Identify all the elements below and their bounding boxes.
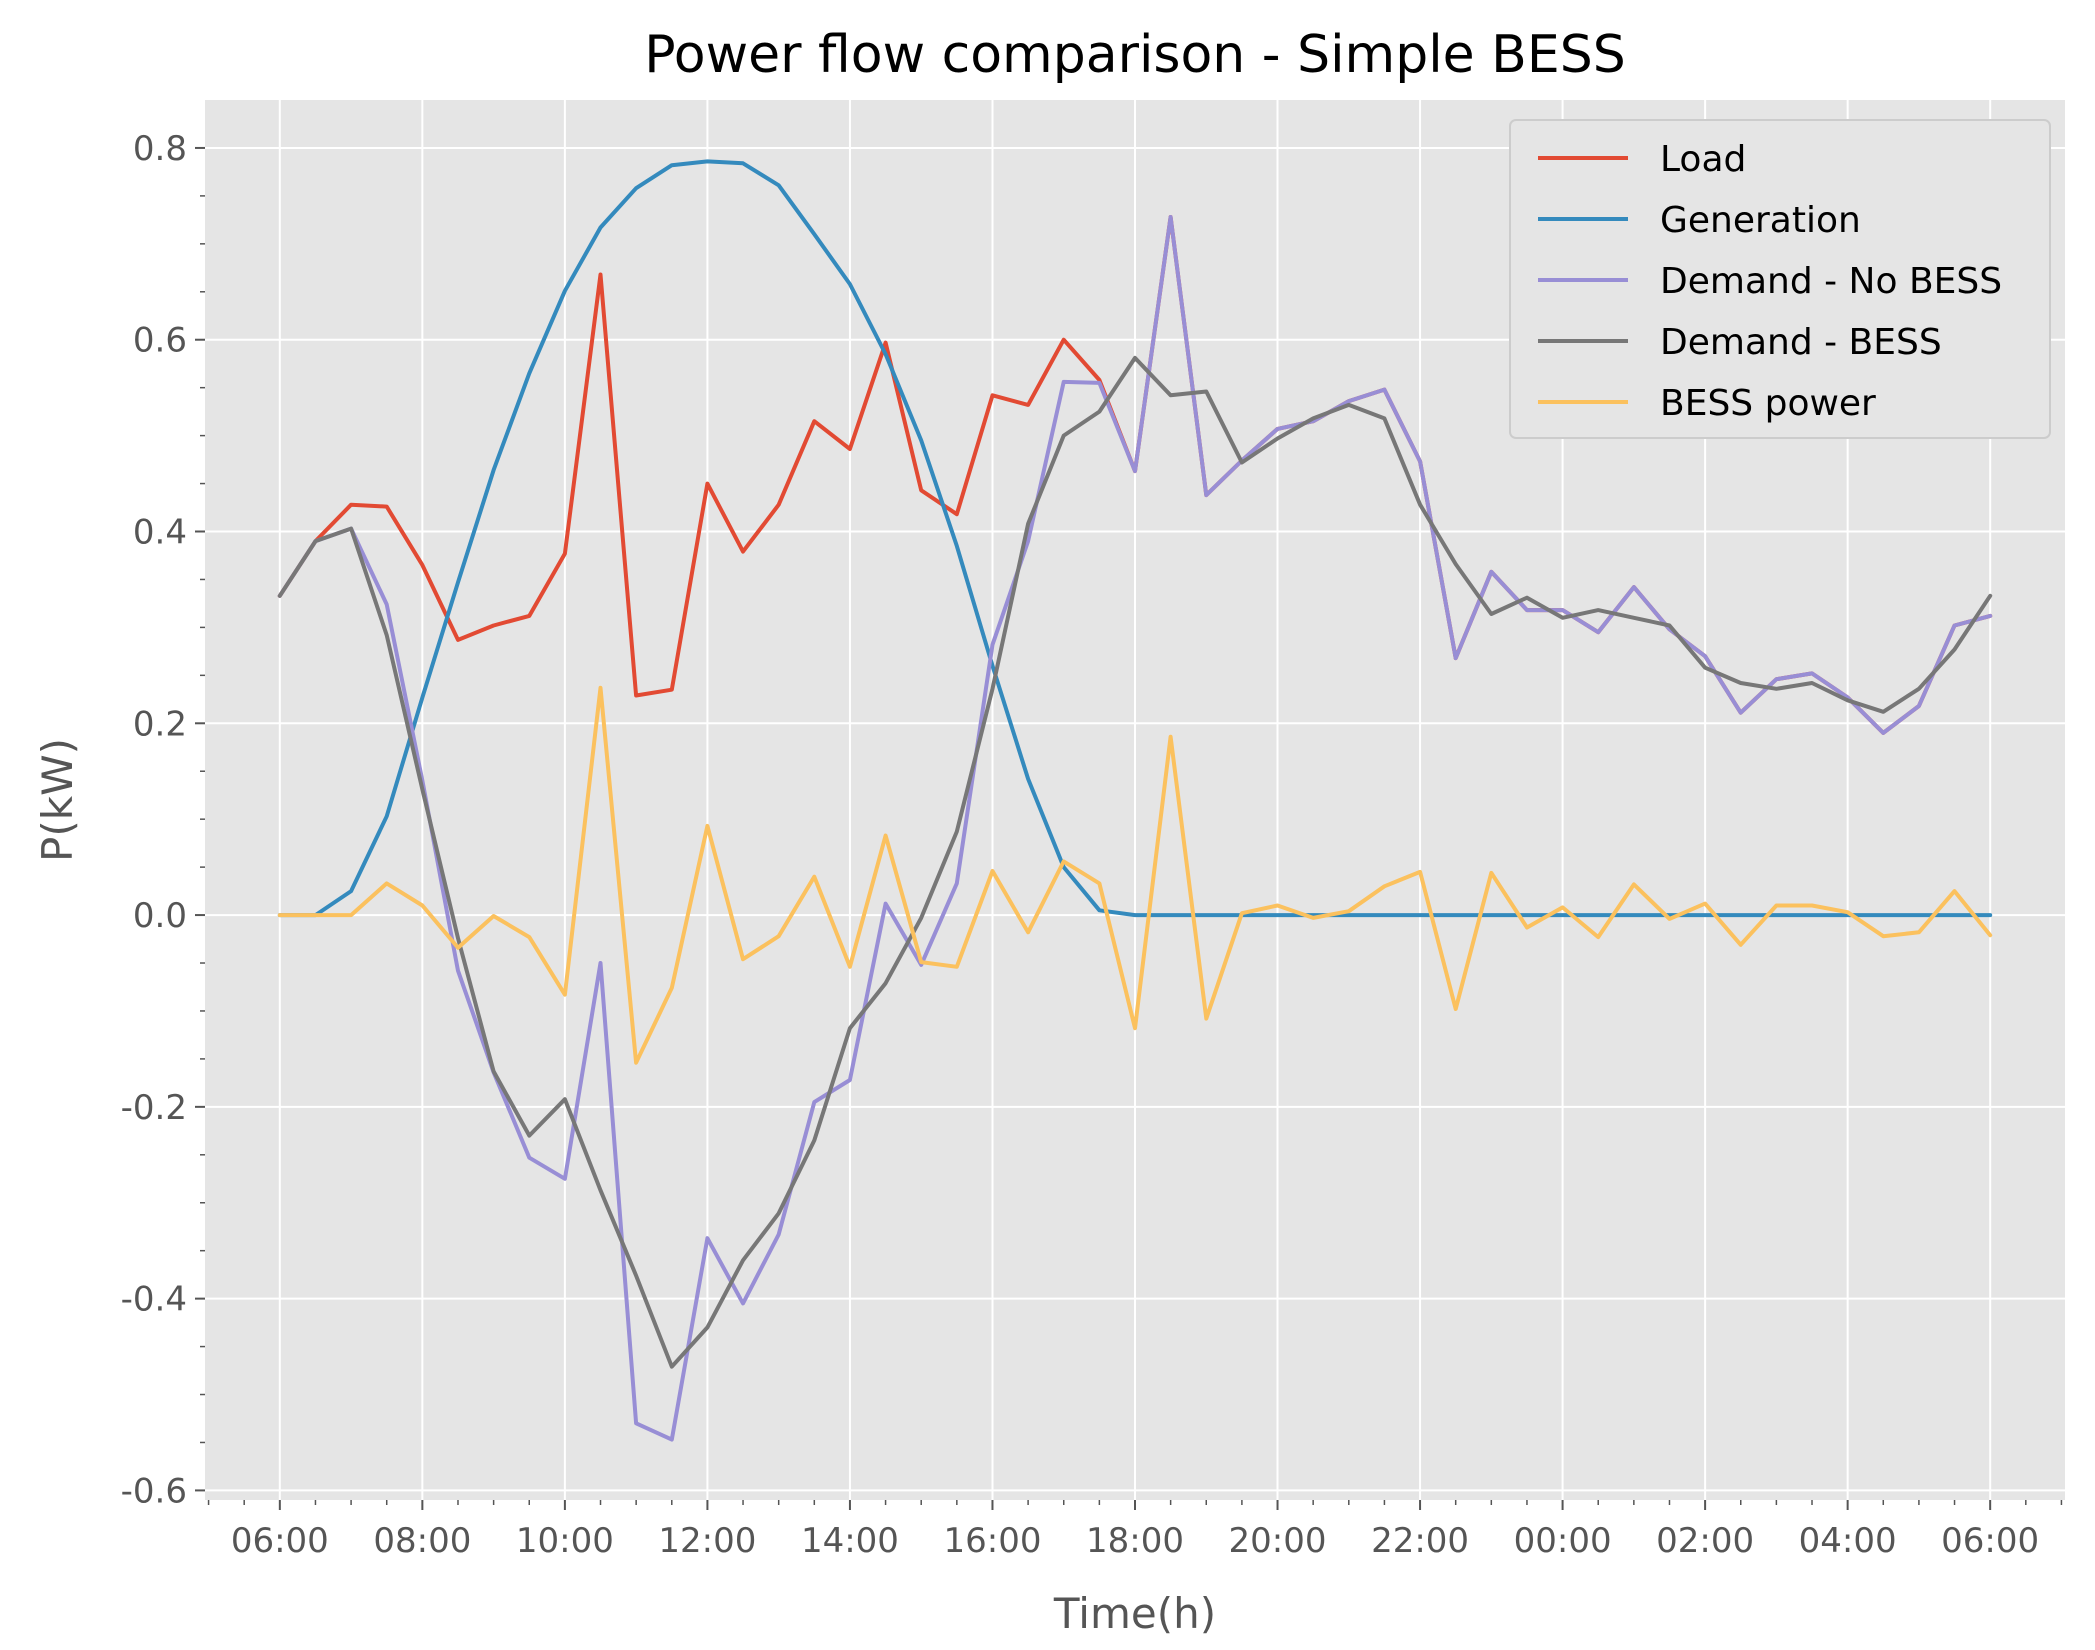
y-tick-label: -0.6	[121, 1471, 187, 1511]
legend-label: Load	[1660, 139, 1746, 180]
legend-label: Generation	[1660, 200, 1861, 241]
series-line-demand-bess	[277, 355, 1993, 1369]
chart-title: Power flow comparison - Simple BESS	[644, 25, 1625, 85]
series-line-generation	[277, 159, 1993, 918]
y-tick-label: -0.4	[121, 1280, 187, 1320]
x-tick-label: 06:00	[1941, 1521, 2039, 1561]
x-tick-label: 18:00	[1086, 1521, 1184, 1561]
x-tick-label: 22:00	[1371, 1521, 1469, 1561]
x-tick-label: 08:00	[373, 1521, 471, 1561]
x-tick-label: 04:00	[1799, 1521, 1897, 1561]
x-tick-label: 06:00	[231, 1521, 329, 1561]
series-layer	[277, 159, 1993, 1442]
legend-label: BESS power	[1660, 383, 1876, 424]
legend-label: Demand - BESS	[1660, 322, 1942, 363]
x-tick-label: 16:00	[943, 1521, 1041, 1561]
x-tick-label: 00:00	[1514, 1521, 1612, 1561]
series-line-bess-power	[277, 685, 1993, 1065]
legend: Load Generation Demand - No BESS Demand - B…	[1509, 119, 2051, 439]
ticks: 06:00 08:00 10:00 12:00 14:00 16:00 18:00 20:00…	[121, 129, 2063, 1561]
y-tick-label: 0.0	[133, 896, 187, 936]
x-tick-label: 14:00	[801, 1521, 899, 1561]
x-axis-label: Time(h)	[1053, 1589, 1216, 1638]
x-tick-label: 12:00	[658, 1521, 756, 1561]
y-tick-label: -0.2	[121, 1088, 187, 1128]
legend-label: Demand - No BESS	[1660, 261, 2002, 302]
x-tick-label: 02:00	[1656, 1521, 1754, 1561]
y-tick-label: 0.6	[133, 321, 187, 361]
legend-box	[1509, 119, 2051, 439]
x-tick-label: 20:00	[1229, 1521, 1327, 1561]
y-tick-label: 0.4	[133, 513, 187, 553]
x-tick-label: 10:00	[516, 1521, 614, 1561]
y-axis-label: P(kW)	[33, 738, 82, 862]
series-line-demand-no-bess	[277, 215, 1993, 1442]
y-tick-label: 0.2	[133, 704, 187, 744]
y-tick-label: 0.8	[133, 129, 187, 169]
